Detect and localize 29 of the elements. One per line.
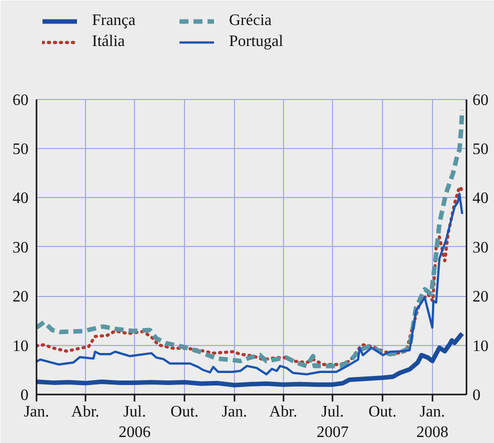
legend-label: França xyxy=(92,12,137,30)
x-tick-label: Jul. 2007 xyxy=(316,404,349,441)
legend-label: Itália xyxy=(92,33,126,51)
y2-tick-label: 50 xyxy=(472,140,488,158)
line-series xyxy=(36,108,464,368)
x-tick-label: Jan. xyxy=(24,404,50,420)
line-series xyxy=(36,331,464,388)
y2-tick-label: 10 xyxy=(472,338,488,355)
y-tick-label: 20 xyxy=(12,288,28,306)
y-tick-label: 30 xyxy=(12,239,28,256)
y-tick-label: 0 xyxy=(20,387,28,404)
x-tick-label: Abr. xyxy=(71,404,100,420)
x-tick-label: Abr. xyxy=(269,404,298,420)
x-tick-label: Jul. 2006 xyxy=(118,404,151,441)
x-tick-label: Out. xyxy=(368,404,396,420)
y2-tick-label: 30 xyxy=(472,239,488,256)
y2-tick-label: 20 xyxy=(472,288,488,306)
x-tick-label: Jan. 2008 xyxy=(416,404,448,441)
y-tick-label: 60 xyxy=(12,92,28,109)
y2-tick-label: 0 xyxy=(472,387,480,404)
legend-label: Grécia xyxy=(229,12,273,30)
legend-label: Portugal xyxy=(229,33,284,51)
y-tick-label: 10 xyxy=(12,338,28,355)
y-tick-label: 40 xyxy=(12,190,28,208)
y-tick-label: 50 xyxy=(12,140,28,158)
x-tick-label: Out. xyxy=(170,404,199,420)
x-tick-label: Jan. xyxy=(222,404,248,420)
y2-tick-label: 60 xyxy=(472,92,488,109)
y2-tick-label: 40 xyxy=(472,190,488,208)
